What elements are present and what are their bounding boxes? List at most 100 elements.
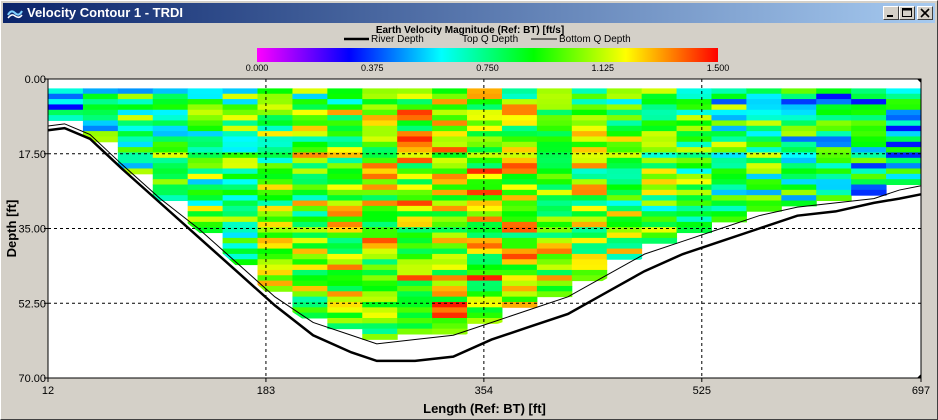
velocity-cell bbox=[851, 115, 887, 121]
velocity-cell bbox=[536, 104, 573, 111]
velocity-cell bbox=[886, 93, 922, 100]
velocity-cell bbox=[816, 179, 852, 186]
velocity-cell bbox=[187, 189, 224, 196]
velocity-cell bbox=[257, 205, 293, 212]
velocity-cell bbox=[711, 205, 747, 212]
velocity-cell bbox=[257, 115, 293, 121]
velocity-cell bbox=[257, 125, 293, 132]
velocity-cell bbox=[257, 259, 293, 266]
velocity-cell bbox=[292, 141, 328, 148]
y-tick-label: 0.00 bbox=[25, 74, 46, 86]
velocity-cell bbox=[676, 136, 712, 143]
velocity-cell bbox=[781, 109, 817, 116]
velocity-cell bbox=[327, 179, 363, 186]
velocity-cell bbox=[641, 237, 678, 244]
velocity-cell bbox=[501, 179, 538, 186]
velocity-cell bbox=[467, 291, 503, 298]
velocity-cell bbox=[82, 99, 119, 105]
velocity-cell bbox=[327, 195, 363, 202]
velocity-cell bbox=[48, 104, 84, 111]
velocity-cell bbox=[187, 136, 224, 143]
velocity-cell bbox=[257, 264, 293, 271]
velocity-cell bbox=[676, 221, 712, 228]
velocity-cell bbox=[467, 99, 503, 105]
velocity-cell bbox=[432, 163, 468, 169]
velocity-cell bbox=[606, 131, 643, 137]
velocity-cell bbox=[641, 147, 678, 153]
velocity-cell bbox=[606, 141, 643, 148]
velocity-cell bbox=[781, 157, 817, 164]
velocity-cell bbox=[641, 232, 678, 239]
velocity-cell bbox=[571, 264, 608, 271]
velocity-cell bbox=[467, 131, 503, 137]
velocity-cell bbox=[327, 163, 363, 169]
velocity-cell bbox=[851, 163, 887, 169]
velocity-cell bbox=[606, 120, 643, 127]
velocity-cell bbox=[467, 243, 503, 250]
velocity-cell bbox=[432, 152, 468, 159]
velocity-cell bbox=[187, 93, 224, 100]
velocity-cell bbox=[222, 200, 259, 207]
velocity-cell bbox=[781, 147, 817, 153]
velocity-cell bbox=[467, 232, 503, 239]
velocity-cell bbox=[816, 109, 852, 116]
velocity-cell bbox=[222, 216, 259, 223]
velocity-cell bbox=[397, 323, 433, 330]
velocity-cell bbox=[781, 195, 817, 202]
velocity-cell bbox=[152, 184, 189, 191]
velocity-cell bbox=[571, 211, 608, 218]
velocity-cell bbox=[187, 99, 224, 105]
y-tick-label: 17.50 bbox=[18, 149, 46, 161]
close-button[interactable] bbox=[917, 6, 933, 20]
velocity-cell bbox=[187, 152, 224, 159]
velocity-cell bbox=[851, 120, 887, 127]
velocity-cell bbox=[641, 168, 678, 175]
velocity-cell bbox=[606, 157, 643, 164]
x-tick-label: 183 bbox=[257, 385, 275, 397]
velocity-cell bbox=[467, 216, 503, 223]
velocity-cell bbox=[816, 163, 852, 169]
velocity-cell bbox=[257, 104, 293, 111]
velocity-cell bbox=[257, 227, 293, 234]
velocity-cell bbox=[432, 243, 468, 250]
velocity-cell bbox=[152, 179, 189, 186]
velocity-cell bbox=[117, 104, 154, 111]
velocity-cell bbox=[292, 93, 328, 100]
velocity-cell bbox=[292, 211, 328, 218]
velocity-cell bbox=[257, 285, 293, 292]
velocity-cell bbox=[187, 125, 224, 132]
velocity-cell bbox=[711, 93, 747, 100]
velocity-cell bbox=[397, 211, 433, 218]
velocity-cell bbox=[327, 88, 363, 95]
velocity-cell bbox=[362, 104, 398, 111]
velocity-cell bbox=[82, 120, 119, 127]
velocity-cell bbox=[362, 120, 398, 127]
velocity-cell bbox=[746, 205, 782, 212]
velocity-cell bbox=[501, 141, 538, 148]
velocity-cell bbox=[781, 184, 817, 191]
velocity-cell bbox=[82, 109, 119, 116]
velocity-cell bbox=[327, 243, 363, 250]
velocity-cell bbox=[432, 115, 468, 121]
velocity-cell bbox=[711, 136, 747, 143]
velocity-cell bbox=[711, 195, 747, 202]
velocity-cell bbox=[536, 227, 573, 234]
velocity-cell bbox=[571, 227, 608, 234]
velocity-cell bbox=[327, 136, 363, 143]
velocity-cell bbox=[467, 285, 503, 292]
velocity-cell bbox=[851, 125, 887, 132]
maximize-button[interactable] bbox=[899, 6, 915, 20]
velocity-cell bbox=[606, 243, 643, 250]
velocity-cell bbox=[571, 141, 608, 148]
velocity-cell bbox=[152, 136, 189, 143]
velocity-cell bbox=[886, 125, 922, 132]
velocity-cell bbox=[432, 312, 468, 319]
velocity-cell bbox=[606, 93, 643, 100]
velocity-cell bbox=[327, 237, 363, 244]
velocity-cell bbox=[536, 99, 573, 105]
minimize-button[interactable] bbox=[883, 6, 899, 20]
velocity-cell bbox=[257, 88, 293, 95]
title-bar[interactable]: Velocity Contour 1 - TRDI bbox=[3, 3, 935, 23]
velocity-cell bbox=[152, 99, 189, 105]
velocity-cell bbox=[536, 275, 573, 282]
